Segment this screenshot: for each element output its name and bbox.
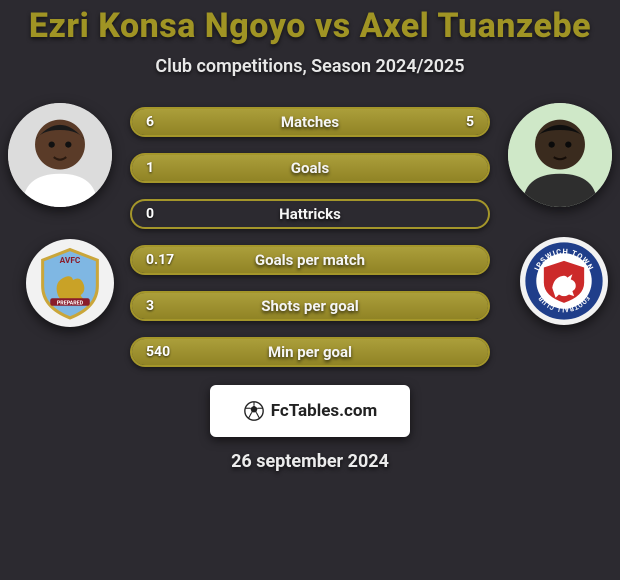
avatar-left-icon: [8, 103, 112, 207]
date-text: 26 september 2024: [0, 451, 620, 472]
stat-row: 3Shots per goal: [130, 291, 490, 321]
club-right-crest-icon: IPSWICH TOWN FOOTBALL CLUB: [522, 239, 606, 323]
comparison-arena: AVFC PREPARED IPSWICH TOWN FOOTBALL CLUB: [0, 107, 620, 377]
player-right-avatar: [508, 103, 612, 207]
avatar-right-icon: [508, 103, 612, 207]
attribution-box: FcTables.com: [210, 385, 410, 437]
stat-rows-container: 65Matches 1Goals 0Hattricks 0.17Goals per m…: [130, 107, 490, 383]
page-subtitle: Club competitions, Season 2024/2025: [0, 56, 620, 77]
stat-label: Goals per match: [132, 251, 488, 269]
club-left-name: AVFC: [60, 256, 81, 266]
club-right-crest: IPSWICH TOWN FOOTBALL CLUB: [520, 237, 608, 325]
club-left-crest-icon: AVFC PREPARED: [32, 245, 108, 321]
club-left-crest: AVFC PREPARED: [26, 239, 114, 327]
stat-row: 540Min per goal: [130, 337, 490, 367]
club-left-motto: PREPARED: [57, 300, 84, 306]
soccer-ball-icon: [243, 400, 265, 422]
attribution-text: FcTables.com: [271, 401, 377, 421]
stat-label: Goals: [132, 159, 488, 177]
stat-row: 0.17Goals per match: [130, 245, 490, 275]
stat-label: Shots per goal: [132, 297, 488, 315]
stat-label: Matches: [132, 113, 488, 131]
stat-row: 65Matches: [130, 107, 490, 137]
player-left-avatar: [8, 103, 112, 207]
stat-row: 1Goals: [130, 153, 490, 183]
page-title: Ezri Konsa Ngoyo vs Axel Tuanzebe: [0, 6, 620, 46]
stat-label: Min per goal: [132, 343, 488, 361]
stat-label: Hattricks: [132, 205, 488, 223]
stat-row: 0Hattricks: [130, 199, 490, 229]
